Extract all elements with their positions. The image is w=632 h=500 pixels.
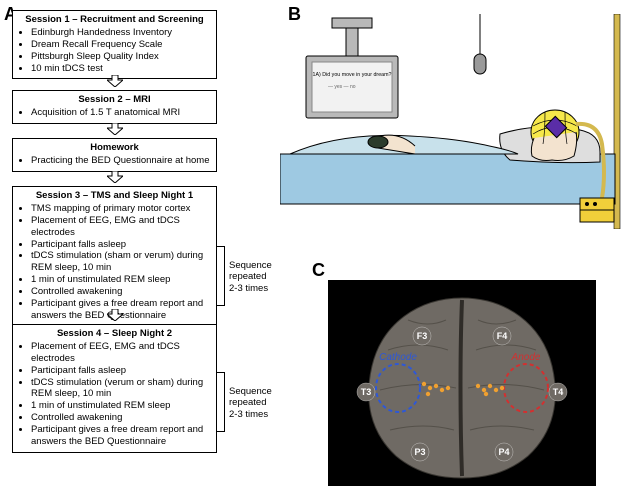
electrode-p4: P4 (498, 447, 509, 457)
electrode-p3: P3 (414, 447, 425, 457)
brain-svg: Cathode Anode F3 F4 T3 T4 P3 P4 (328, 280, 596, 486)
flow-box-bullets: TMS mapping of primary motor cortexPlace… (19, 203, 210, 322)
electrode-t4: T4 (553, 387, 564, 397)
flow-box-homework: HomeworkPracticing the BED Questionnaire… (12, 138, 217, 172)
flow-box-bullets: Practicing the BED Questionnaire at home (19, 155, 210, 167)
monitor-arm (346, 28, 358, 56)
longitudinal-fissure (461, 300, 463, 476)
flow-bullet: 1 min of unstimulated REM sleep (31, 400, 210, 412)
flow-box-bullets: Edinburgh Handedness InventoryDream Reca… (19, 27, 210, 75)
monitor-text: 1A) Did you move in your dream? (313, 72, 392, 78)
stimulator-box-2 (580, 210, 614, 222)
device-knob (593, 202, 597, 206)
flow-bullet: Controlled awakening (31, 412, 210, 424)
flow-bullet: Placement of EEG, EMG and tDCS electrode… (31, 215, 210, 239)
flow-box-session4: Session 4 – Sleep Night 2Placement of EE… (12, 324, 217, 453)
flow-bullet: Practicing the BED Questionnaire at home (31, 155, 210, 167)
monitor-ceiling-plate (332, 18, 372, 28)
flow-bullet: Participant falls asleep (31, 239, 210, 251)
response-mouse-icon (368, 136, 388, 148)
sequence-bracket (217, 372, 225, 432)
flow-arrow-icon (107, 309, 123, 321)
sequence-bracket (217, 246, 225, 306)
sequence-bracket-label: Sequence repeated 2-3 times (229, 260, 272, 294)
electrode-t3: T3 (361, 387, 372, 397)
figure-root: A B C Session 1 – Recruitment and Screen… (0, 0, 632, 500)
flow-bullet: Controlled awakening (31, 286, 210, 298)
sequence-bracket-label: Sequence repeated 2-3 times (229, 386, 272, 420)
flow-bullet: Participant gives a free dream report an… (31, 424, 210, 448)
flow-bullet: TMS mapping of primary motor cortex (31, 203, 210, 215)
flow-bullet: Participant falls asleep (31, 365, 210, 377)
flow-box-title: Session 3 – TMS and Sleep Night 1 (19, 190, 210, 202)
flow-box-session1: Session 1 – Recruitment and ScreeningEdi… (12, 10, 217, 79)
flow-bullet: tDCS stimulation (verum or sham) during … (31, 377, 210, 401)
cathode-label: Cathode (379, 352, 417, 363)
anode-label: Anode (511, 352, 541, 363)
flow-bullet: 10 min tDCS test (31, 63, 210, 75)
flow-box-session2: Session 2 – MRIAcquisition of 1.5 T anat… (12, 90, 217, 124)
flow-bullet: Acquisition of 1.5 T anatomical MRI (31, 107, 210, 119)
flow-box-title: Homework (19, 142, 210, 154)
flow-box-title: Session 2 – MRI (19, 94, 210, 106)
monitor-subtext: — yes — no (328, 84, 356, 90)
flow-arrow-icon (107, 171, 123, 183)
flow-bullet: Edinburgh Handedness Inventory (31, 27, 210, 39)
microphone-icon (474, 54, 486, 74)
flow-box-bullets: Acquisition of 1.5 T anatomical MRI (19, 107, 210, 119)
flow-bullet: Placement of EEG, EMG and tDCS electrode… (31, 341, 210, 365)
flow-box-title: Session 1 – Recruitment and Screening (19, 14, 210, 26)
panel-b-illustration: 1A) Did you move in your dream? — yes — … (280, 14, 625, 229)
electrode-f4: F4 (497, 331, 508, 341)
device-knob (585, 202, 589, 206)
flow-box-bullets: Placement of EEG, EMG and tDCS electrode… (19, 341, 210, 448)
flow-bullet: tDCS stimulation (sham or verum) during … (31, 250, 210, 274)
flow-bullet: Dream Recall Frequency Scale (31, 39, 210, 51)
flow-arrow-icon (107, 123, 123, 135)
flow-bullet: 1 min of unstimulated REM sleep (31, 274, 210, 286)
panel-c-brain: Cathode Anode F3 F4 T3 T4 P3 P4 (328, 280, 596, 486)
electrode-f3: F3 (417, 331, 428, 341)
panel-label-c: C (312, 260, 325, 281)
flow-bullet: Pittsburgh Sleep Quality Index (31, 51, 210, 63)
flow-arrow-icon (107, 75, 123, 87)
flow-box-session3: Session 3 – TMS and Sleep Night 1TMS map… (12, 186, 217, 327)
flow-box-title: Session 4 – Sleep Night 2 (19, 328, 210, 340)
